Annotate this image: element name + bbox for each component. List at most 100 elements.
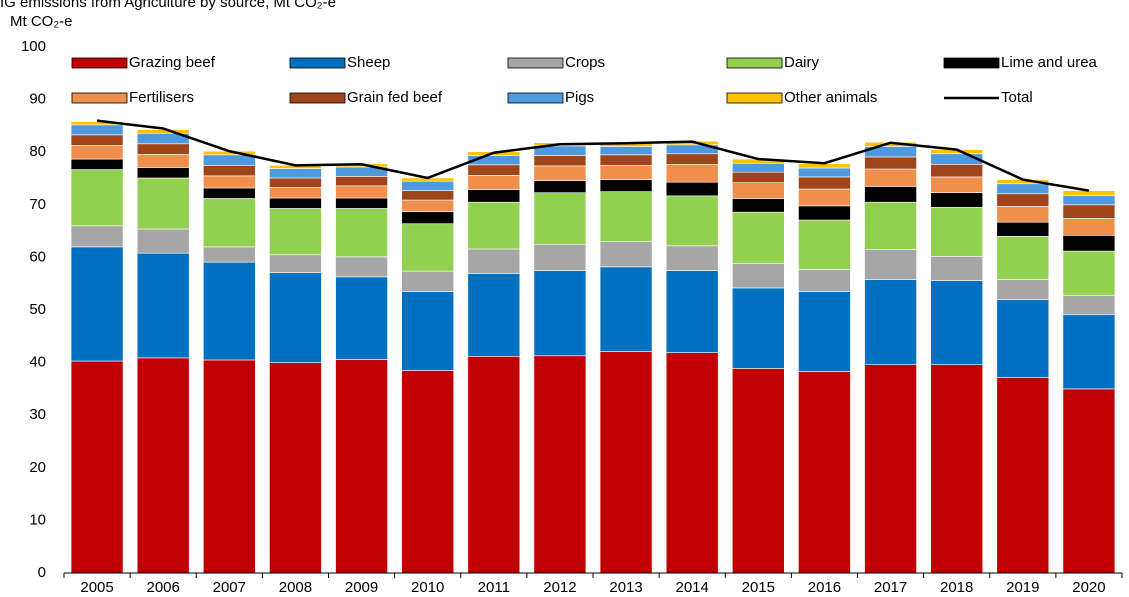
bar-segment bbox=[203, 261, 256, 361]
bar-segment bbox=[599, 165, 653, 180]
bar-segment bbox=[1062, 388, 1116, 574]
y-tick-label: 30 bbox=[29, 406, 46, 423]
bar-segment bbox=[467, 189, 521, 203]
bar-segment bbox=[1062, 204, 1116, 219]
bar-segment bbox=[335, 256, 388, 278]
bar-segment bbox=[930, 256, 983, 281]
bar-segment bbox=[996, 221, 1050, 237]
bar-segment bbox=[732, 182, 785, 199]
bar-segment bbox=[599, 241, 653, 268]
bar-segment bbox=[467, 248, 521, 275]
bar-segment bbox=[996, 193, 1050, 207]
bar-segment bbox=[533, 243, 587, 271]
bar-segment bbox=[203, 175, 256, 189]
bar-segment bbox=[401, 370, 454, 574]
bar-segment bbox=[335, 359, 388, 574]
bar-segment bbox=[401, 270, 454, 292]
y-tick-label: 50 bbox=[29, 301, 46, 318]
bar-segment bbox=[335, 185, 388, 199]
bar-segment bbox=[269, 254, 322, 273]
bar-segment bbox=[996, 279, 1050, 300]
bar-segment bbox=[269, 168, 322, 179]
bar-segment bbox=[864, 156, 917, 170]
bar-segment bbox=[798, 176, 851, 190]
bar-segment bbox=[136, 143, 190, 155]
bar-segment bbox=[467, 164, 521, 176]
bar-segment bbox=[864, 201, 917, 250]
bar-segment bbox=[533, 180, 587, 194]
bar-segment bbox=[930, 207, 983, 257]
chart-title: IG emissions from Agriculture by source,… bbox=[0, 0, 336, 11]
bar-segment bbox=[1062, 195, 1116, 206]
bar-segment bbox=[1062, 250, 1116, 296]
bar-segment bbox=[533, 155, 587, 167]
x-tick-label: 2013 bbox=[609, 579, 642, 596]
bar-segment bbox=[864, 249, 917, 280]
x-tick-label: 2015 bbox=[742, 579, 775, 596]
x-tick-label: 2006 bbox=[147, 579, 180, 596]
bar-segment bbox=[864, 186, 917, 203]
bar-segment bbox=[335, 208, 388, 258]
bar-segment bbox=[665, 163, 719, 183]
x-tick-label: 2005 bbox=[80, 579, 113, 596]
x-tick-label: 2011 bbox=[478, 579, 510, 596]
bar-segment bbox=[1062, 190, 1116, 196]
legend-label: Fertilisers bbox=[129, 89, 194, 106]
bar-segment bbox=[930, 364, 983, 574]
bar-segment bbox=[996, 377, 1050, 574]
x-tick-label: 2018 bbox=[940, 579, 973, 596]
bar-segment bbox=[136, 177, 190, 230]
bar-segment bbox=[1062, 314, 1116, 390]
legend-label: Grain fed beef bbox=[347, 89, 443, 106]
bar-segment bbox=[599, 154, 653, 166]
legend-swatch bbox=[943, 57, 1000, 69]
legend-label: Total bbox=[1001, 89, 1033, 106]
bar-segment bbox=[665, 181, 719, 197]
bar-segment bbox=[1062, 235, 1116, 252]
x-tick-label: 2014 bbox=[676, 579, 709, 596]
x-tick-label: 2012 bbox=[543, 579, 576, 596]
bar-segment bbox=[798, 371, 851, 574]
bar-segment bbox=[70, 158, 124, 170]
total-line bbox=[96, 119, 1090, 192]
bar-segment bbox=[269, 362, 322, 574]
bar-segment bbox=[1062, 218, 1116, 236]
bar-segment bbox=[136, 154, 190, 168]
bar-segment bbox=[203, 359, 256, 574]
bar-segment bbox=[665, 352, 719, 574]
bar-segment bbox=[732, 198, 785, 213]
x-tick-label: 2007 bbox=[213, 579, 246, 596]
bar-segment bbox=[203, 198, 256, 248]
x-tick-label: 2019 bbox=[1006, 579, 1039, 596]
bar-segment bbox=[996, 183, 1050, 195]
bar-segment bbox=[269, 187, 322, 199]
bar-segment bbox=[864, 279, 917, 366]
legend-swatch bbox=[71, 57, 128, 69]
y-tick-label: 0 bbox=[38, 564, 46, 581]
x-tick-label: 2009 bbox=[345, 579, 378, 596]
bar-segment bbox=[798, 167, 851, 178]
bar-segment bbox=[136, 228, 190, 254]
bar-segment bbox=[996, 206, 1050, 223]
legend-label: Other animals bbox=[784, 89, 877, 106]
y-axis-label: Mt CO₂-e bbox=[10, 13, 73, 30]
x-tick-label: 2010 bbox=[411, 579, 444, 596]
bar-segment bbox=[798, 269, 851, 292]
bar-segment bbox=[732, 287, 785, 369]
bar-segment bbox=[401, 199, 454, 212]
bar-segment bbox=[798, 188, 851, 207]
bar-segment bbox=[930, 280, 983, 366]
legend-label: Grazing beef bbox=[129, 54, 216, 71]
legend-swatch bbox=[726, 92, 783, 104]
bar-segment bbox=[269, 272, 322, 363]
bar-segment bbox=[732, 211, 785, 265]
bar-segment bbox=[533, 355, 587, 574]
x-tick-label: 2017 bbox=[874, 579, 907, 596]
bar-segment bbox=[930, 192, 983, 208]
bar-segment bbox=[70, 246, 124, 362]
y-tick-label: 10 bbox=[29, 511, 46, 528]
bar-segment bbox=[1062, 294, 1116, 316]
legend-swatch bbox=[71, 92, 128, 104]
legend-swatch bbox=[289, 92, 346, 104]
bar-segment bbox=[203, 165, 256, 177]
